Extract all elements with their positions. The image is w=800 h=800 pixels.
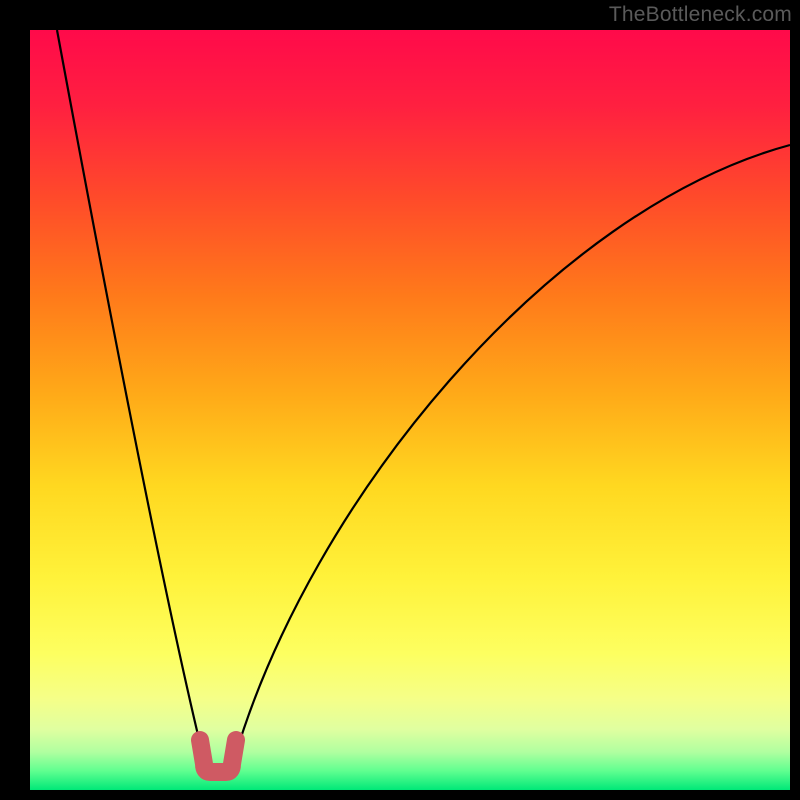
- bottleneck-chart: [0, 0, 800, 800]
- watermark-text: TheBottleneck.com: [609, 3, 792, 27]
- plot-background: [30, 30, 790, 790]
- chart-container: TheBottleneck.com: [0, 0, 800, 800]
